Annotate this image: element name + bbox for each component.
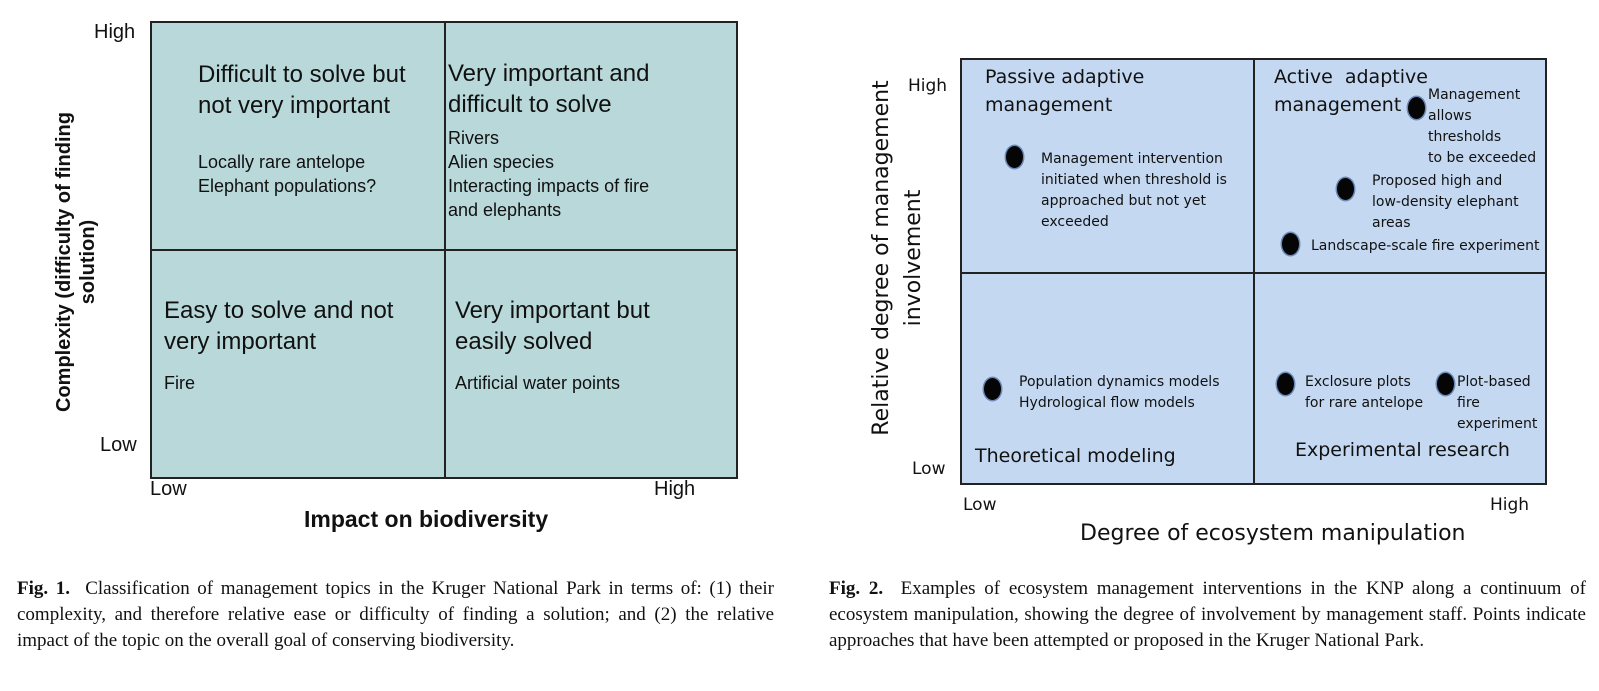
- f1-tl-item: Elephant populations?: [198, 176, 377, 196]
- f2-quadrant-bottom-left-title: Theoretical modeling: [975, 445, 1176, 467]
- f1-quadrant-top-left: Difficult to solve but not very importan…: [198, 59, 406, 198]
- f2-point-label-line: Population dynamics models: [1019, 374, 1220, 390]
- f2-point-marker: [1408, 97, 1425, 119]
- fig1-caption: Fig. 1. Classification of management top…: [17, 576, 774, 654]
- f2-point-label-line: Exclosure plots: [1305, 374, 1411, 390]
- f1-quadrant-top-right: Very important and difficult to solve Ri…: [448, 58, 649, 222]
- f1-x-low-label: Low: [150, 478, 187, 500]
- f1-quadrant-grid: Difficult to solve but not very importan…: [150, 21, 738, 479]
- f2-quadrant-top-left-title: Passive adaptive management: [985, 63, 1144, 119]
- f2-x-high-label: High: [1490, 495, 1530, 515]
- f2-point-label-line: thresholds: [1428, 129, 1502, 145]
- f2-x-low-label: Low: [963, 495, 997, 515]
- f2-point-label-line: Plot-based: [1457, 374, 1531, 390]
- f1-bl-title-line2: very important: [164, 328, 317, 355]
- f2-point-label-landscape-fire: Landscape-scale fire experiment: [1311, 238, 1540, 254]
- f1-horizontal-divider: [152, 249, 736, 251]
- f2-y-high-label: High: [908, 76, 948, 96]
- f2-y-axis-title-line2: involvement: [901, 189, 926, 327]
- f2-y-axis-title-line1: Relative degree of management: [869, 80, 894, 436]
- f1-br-title-line1: Very important but: [455, 297, 650, 324]
- f2-point-marker: [1437, 373, 1454, 395]
- f1-quadrant-bottom-left: Easy to solve and not very important Fir…: [164, 295, 393, 395]
- f2-point-label-line: exceeded: [1041, 214, 1109, 230]
- f2-point-label-line: areas: [1372, 215, 1411, 231]
- f2-point-label-line: experiment: [1457, 416, 1538, 432]
- f2-point-marker: [1006, 146, 1023, 168]
- f1-bl-item: Fire: [164, 373, 195, 393]
- f2-tl-title-line1: Passive adaptive: [985, 66, 1145, 88]
- f2-point-label-line: Hydrological flow models: [1019, 395, 1195, 411]
- f2-point-label-plot-fire: Plot-based fire experiment: [1457, 372, 1537, 435]
- f2-point-label-line: initiated when threshold is: [1041, 172, 1227, 188]
- f2-point-marker: [984, 378, 1001, 400]
- f2-tl-title-line2: management: [985, 94, 1113, 116]
- f1-tl-title-line1: Difficult to solve but: [198, 61, 406, 88]
- f2-y-axis-title: Relative degree of management involvemen…: [866, 68, 930, 448]
- f2-point-label-elephant-areas: Proposed high and low-density elephant a…: [1372, 171, 1519, 234]
- f2-point-label-line: Management intervention: [1041, 151, 1223, 167]
- f1-tr-item: Alien species: [448, 152, 555, 172]
- f1-tl-title-line2: not very important: [198, 92, 391, 119]
- f1-tr-title-line1: Very important and: [448, 60, 650, 87]
- f2-point-label-line: allows: [1428, 108, 1472, 124]
- f2-point-marker: [1337, 178, 1354, 200]
- fig2-caption-label: Fig. 2.: [829, 578, 884, 599]
- f1-tr-item: Interacting impacts of fire: [448, 176, 650, 196]
- f2-horizontal-divider: [962, 272, 1545, 274]
- f2-point-label-thresholds-exceeded: Management allows thresholds to be excee…: [1428, 85, 1536, 169]
- f1-br-title-line2: easily solved: [455, 328, 593, 355]
- f2-quadrant-top-right-title: Active adaptive management: [1274, 63, 1428, 119]
- f1-x-axis-title: Impact on biodiversity: [304, 506, 549, 532]
- f1-tr-item: Rivers: [448, 128, 500, 148]
- f1-y-axis-title: Complexity (difficulty of finding soluti…: [53, 112, 99, 412]
- f2-point-marker: [1277, 373, 1294, 395]
- f2-x-axis-title: Degree of ecosystem manipulation: [1080, 521, 1466, 546]
- f1-quadrant-bottom-right: Very important but easily solved Artific…: [455, 295, 650, 395]
- f2-point-label-line: Management: [1428, 87, 1521, 103]
- f2-point-label-line: fire: [1457, 395, 1480, 411]
- fig1-caption-label: Fig. 1.: [17, 578, 70, 599]
- f2-point-label-line: to be exceeded: [1428, 150, 1537, 166]
- f2-point-marker: [1282, 233, 1299, 255]
- fig2-caption: Fig. 2. Examples of ecosystem management…: [829, 576, 1586, 654]
- f2-point-label-line: Proposed high and: [1372, 173, 1503, 189]
- f2-point-label-threshold-approached: Management intervention initiated when t…: [1041, 149, 1227, 233]
- f2-tr-title-line1: Active adaptive: [1274, 66, 1428, 88]
- f1-x-high-label: High: [654, 478, 696, 500]
- f1-bl-title-line1: Easy to solve and not: [164, 297, 394, 324]
- f1-tl-item: Locally rare antelope: [198, 152, 366, 172]
- f2-quadrant-bottom-right-title: Experimental research: [1295, 439, 1510, 461]
- f2-tr-title-line2: management: [1274, 94, 1402, 116]
- f1-y-low-label: Low: [100, 434, 137, 456]
- f2-y-low-label: Low: [912, 459, 946, 479]
- fig1-caption-text: Classification of management topics in t…: [17, 578, 774, 651]
- f1-tr-item: and elephants: [448, 200, 562, 220]
- f1-tr-title-line2: difficult to solve: [448, 91, 612, 118]
- fig2-caption-text: Examples of ecosystem management interve…: [829, 578, 1586, 651]
- f1-br-item: Artificial water points: [455, 373, 621, 393]
- f2-point-label-line: for rare antelope: [1305, 395, 1424, 411]
- f2-point-label-models: Population dynamics models Hydrological …: [1019, 372, 1219, 414]
- f2-vertical-divider: [1253, 60, 1255, 483]
- f1-y-high-label: High: [94, 21, 136, 43]
- f2-point-label-exclosure-plots: Exclosure plots for rare antelope: [1305, 372, 1423, 414]
- f2-point-label-line: approached but not yet: [1041, 193, 1206, 209]
- f2-quadrant-grid: Passive adaptive management Active adapt…: [960, 58, 1547, 485]
- f2-point-label-line: low-density elephant: [1372, 194, 1519, 210]
